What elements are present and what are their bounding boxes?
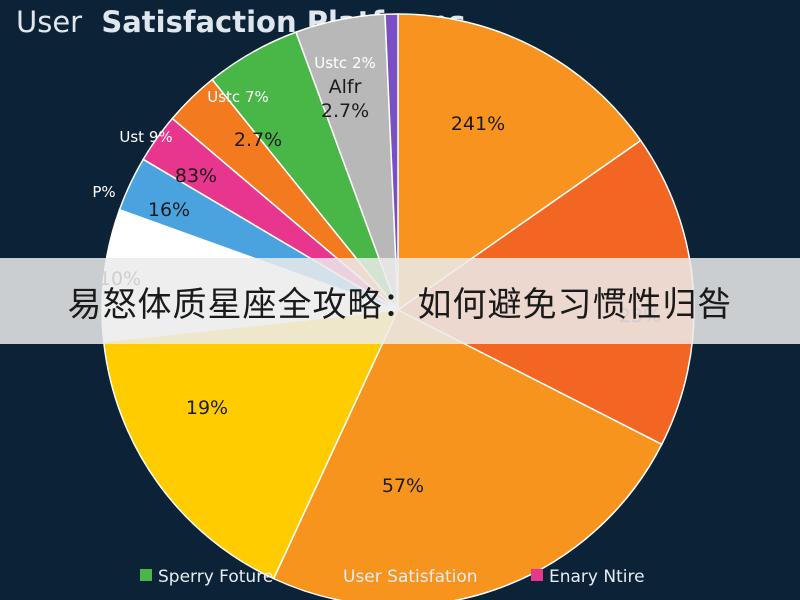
pie-callout-4: P%: [92, 183, 115, 201]
pie-slice-label-8: 83%: [175, 165, 217, 187]
legend-label-3: Enary Ntire: [549, 567, 645, 587]
chart-legend: Sperry Foture User Satisfation Enary Ntire: [140, 567, 645, 587]
pie-slice-label-7: 16%: [148, 199, 190, 221]
pie-callout-3: Ust 9%: [119, 128, 172, 146]
pie-slice-label-1: 241%: [451, 113, 505, 135]
pie-slice-4: [102, 309, 400, 580]
pie-slice-11: [384, 13, 399, 311]
pie-slice-3: [272, 308, 663, 600]
pie-callout-1: Ustc 2%: [314, 54, 376, 72]
pie-slice-label-3: 57%: [382, 475, 424, 497]
pie-callouts: Ustc 2% Ustc 7% Ust 9% P%: [92, 54, 375, 201]
pie-callout-2: Ustc 7%: [207, 88, 269, 106]
overlay-banner-text: 易怒体质星座全攻略：如何避免习惯性归咎: [67, 284, 733, 325]
pie-slice-label-4: 19%: [186, 397, 228, 419]
legend-swatch-1: [140, 569, 152, 581]
chart-title-light: User: [16, 5, 82, 39]
overlay-banner: 易怒体质星座全攻略：如何避免习惯性归咎: [0, 258, 800, 344]
pie-slice-label-10: Alfr 2.7%: [321, 76, 369, 122]
legend-label-1: Sperry Foture: [158, 567, 273, 587]
pie-slice-label-9: 2.7%: [234, 129, 282, 151]
legend-label-2: User Satisfation: [343, 567, 478, 587]
legend-swatch-2: [325, 569, 337, 581]
legend-swatch-3: [531, 569, 543, 581]
pie-slice-1: [397, 13, 642, 312]
